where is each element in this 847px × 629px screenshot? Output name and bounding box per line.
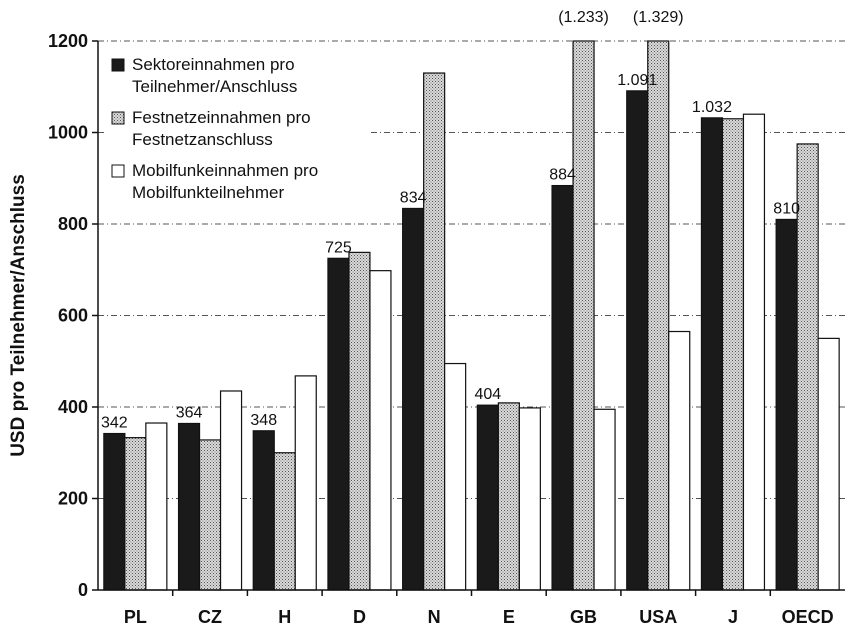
bar-CZ-2 [198,439,222,591]
overflow-label: (1.233) [558,9,609,26]
bar-CZ-3 [219,390,243,591]
legend-label: Festnetzanschluss [132,130,273,149]
y-tick-label: 1000 [48,123,88,143]
bar-USA-3 [668,330,691,591]
y-tick-label: 1200 [48,31,88,51]
x-tick-label: GB [570,607,597,627]
bar-OECD-1 [775,218,798,591]
bar-USA-1 [626,90,649,591]
data-label: 884 [549,167,576,184]
gridlines [98,40,845,499]
x-tick-label: USA [639,607,677,627]
bar-N-1 [402,207,425,591]
data-label: 1.032 [692,99,732,116]
x-tick-label: D [353,607,366,627]
data-label: 725 [325,239,352,256]
bar-CZ-1 [177,422,201,591]
bar-USA-2 [647,40,670,591]
bar-GB-1 [551,184,574,591]
legend-label: Mobilfunkeinnahmen pro [132,161,318,180]
x-tick-label: H [278,607,291,627]
legend-swatch [111,111,125,125]
bar-H-2 [273,452,296,591]
data-label: 1.091 [617,72,657,89]
y-tick-label: 600 [58,306,88,326]
data-label: 342 [101,415,128,432]
legend: Sektoreinnahmen pro Teilnehmer/Anschluss F… [104,47,368,213]
bar-E-1 [476,404,499,591]
bar-E-3 [518,407,541,591]
bar-E-2 [497,402,520,591]
bar-J-2 [721,118,745,591]
bar-PL-2 [124,437,147,591]
y-tick-label: 200 [58,489,88,509]
bar-N-3 [444,362,467,591]
legend-background [104,47,368,213]
bars [103,40,840,591]
x-tick-label: E [503,607,515,627]
y-tick-label: 800 [58,214,88,234]
y-tick-label: 400 [58,397,88,417]
y-axis-label: USD pro Teilnehmer/Anschluss [8,174,29,457]
bar-D-3 [369,270,392,591]
data-label: 810 [773,200,800,217]
data-label: 348 [250,412,277,429]
legend-swatch [111,58,125,72]
legend-label: Mobilfunkteilnehmer [132,183,284,202]
bar-D-2 [348,251,371,591]
bar-N-2 [423,72,446,591]
x-tick-label: N [428,607,441,627]
bar-J-3 [742,113,766,591]
legend-label: Sektoreinnahmen pro [132,55,295,74]
labels: 0 200 400 600 800 1000 1200 PL 342 CZ 364 H 348 D 725 N… [48,9,834,627]
bar-H-1 [252,430,275,591]
bar-PL-3 [145,422,168,591]
x-tick-label: J [728,607,738,627]
data-label: 364 [176,404,203,421]
bar-D-1 [327,257,350,591]
bar-H-3 [294,375,317,591]
bar-J-1 [700,117,724,591]
axes [92,40,845,596]
x-tick-label: PL [124,607,147,627]
legend-swatch [111,164,125,178]
bar-PL-1 [103,432,126,591]
x-tick-label: CZ [198,607,222,627]
legend-label: Festnetzeinnahmen pro [132,108,311,127]
x-tick-label: OECD [782,607,834,627]
y-tick-label: 0 [78,580,88,600]
bar-GB-3 [593,408,616,591]
bar-OECD-3 [817,337,840,591]
data-label: 834 [400,189,427,206]
bar-GB-2 [572,40,595,591]
data-label: 404 [474,386,501,403]
bar-OECD-2 [796,143,819,591]
legend-label: Teilnehmer/Anschluss [132,77,297,96]
overflow-label: (1.329) [633,9,684,26]
